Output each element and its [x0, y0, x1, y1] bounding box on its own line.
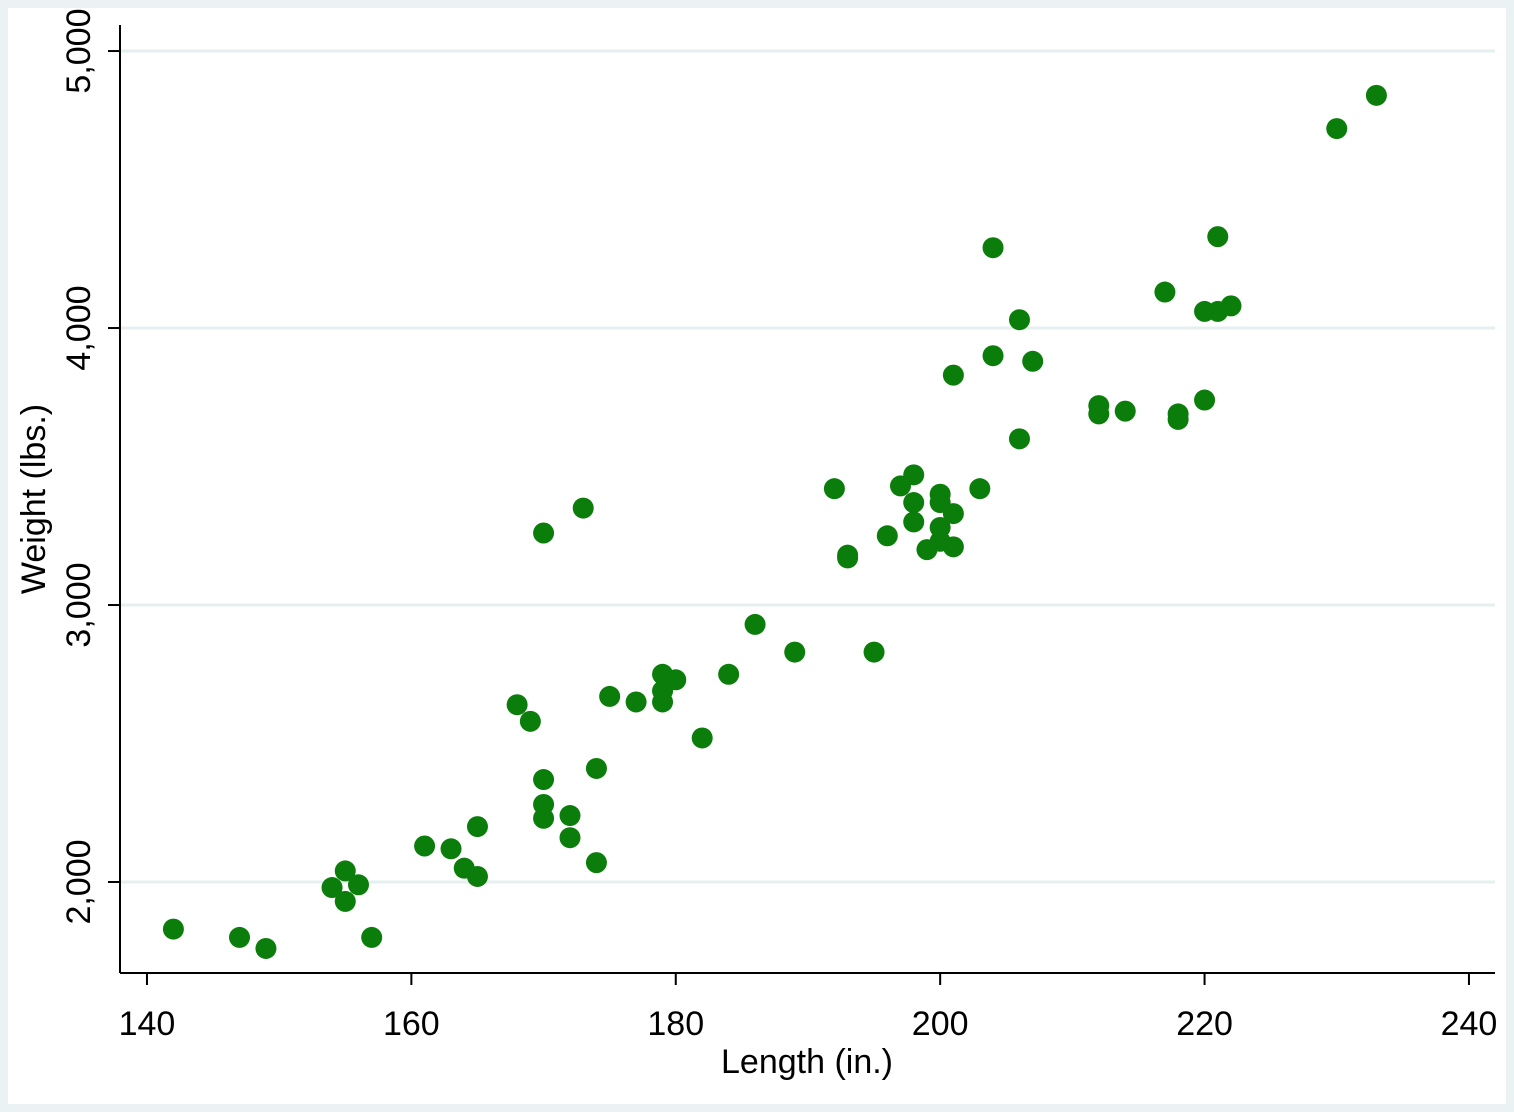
point	[1008, 309, 1030, 331]
x-tick-label: 160	[383, 1005, 440, 1043]
x-tick-label: 220	[1176, 1005, 1233, 1043]
point	[903, 511, 925, 533]
x-tick-label: 140	[119, 1005, 176, 1043]
x-tick-label: 240	[1441, 1005, 1498, 1043]
point	[1365, 84, 1387, 106]
point	[599, 685, 621, 707]
point	[334, 890, 356, 912]
point	[347, 874, 369, 896]
point	[533, 807, 555, 829]
point	[559, 805, 581, 827]
point	[533, 522, 555, 544]
point	[321, 877, 343, 899]
point	[162, 918, 184, 940]
point	[718, 663, 740, 685]
point	[466, 816, 488, 838]
point	[863, 641, 885, 663]
point	[414, 835, 436, 857]
point	[533, 769, 555, 791]
point	[255, 937, 277, 959]
plot-background	[8, 8, 1506, 1104]
point	[784, 641, 806, 663]
point	[1008, 428, 1030, 450]
point	[665, 669, 687, 691]
point	[625, 691, 647, 713]
point	[1167, 408, 1189, 430]
y-tick-label: 4,000	[60, 285, 98, 370]
point	[334, 860, 356, 882]
point	[440, 838, 462, 860]
y-tick-label: 3,000	[60, 562, 98, 647]
point	[585, 852, 607, 874]
point	[519, 710, 541, 732]
point	[837, 547, 859, 569]
point	[942, 503, 964, 525]
point	[1022, 350, 1044, 372]
x-tick-label: 200	[912, 1005, 969, 1043]
point	[876, 525, 898, 547]
point	[1207, 226, 1229, 248]
point	[361, 926, 383, 948]
point	[1088, 403, 1110, 425]
point	[652, 691, 674, 713]
point	[1114, 400, 1136, 422]
x-axis-label: Length (in.)	[721, 1043, 893, 1081]
point	[744, 613, 766, 635]
point	[1220, 295, 1242, 317]
point	[585, 757, 607, 779]
point	[823, 478, 845, 500]
point	[903, 492, 925, 514]
y-tick-label: 5,000	[60, 8, 98, 93]
point	[1154, 281, 1176, 303]
y-axis-label: Weight (lbs.)	[15, 404, 53, 594]
point	[1194, 389, 1216, 411]
point	[691, 727, 713, 749]
point	[969, 478, 991, 500]
point	[942, 364, 964, 386]
point	[903, 464, 925, 486]
point	[1326, 118, 1348, 140]
point	[942, 536, 964, 558]
point	[559, 827, 581, 849]
point	[466, 865, 488, 887]
point	[229, 926, 251, 948]
x-tick-label: 180	[647, 1005, 704, 1043]
y-tick-label: 2,000	[60, 839, 98, 924]
point	[506, 694, 528, 716]
point	[982, 345, 1004, 367]
point	[572, 497, 594, 519]
point	[982, 237, 1004, 259]
